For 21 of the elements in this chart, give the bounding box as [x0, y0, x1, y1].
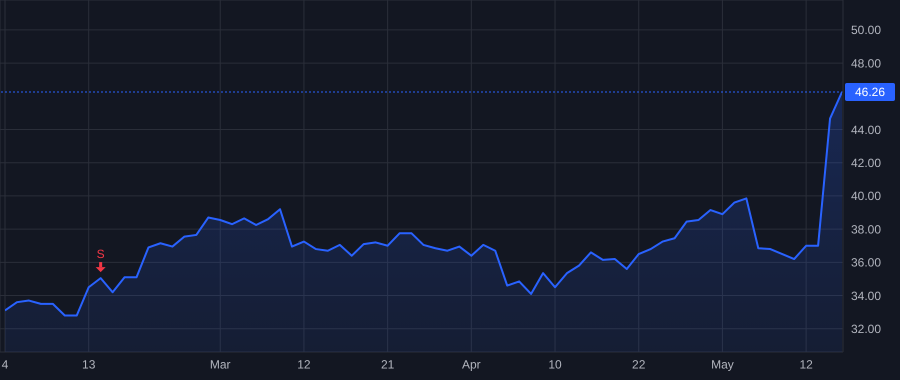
x-tick-label: Mar	[210, 358, 231, 372]
x-tick-label: May	[711, 358, 734, 372]
x-tick-label: 4	[2, 358, 9, 372]
y-tick-label: 48.00	[851, 56, 882, 70]
y-tick-label: 40.00	[851, 189, 882, 204]
x-tick-label: 21	[380, 358, 395, 372]
x-tick-label: 12	[799, 358, 814, 372]
ref-line-label: 46.26	[854, 84, 886, 99]
y-tick-label: 38.00	[851, 222, 882, 236]
y-tick-label: 34.00	[851, 288, 882, 303]
y-tick-label: 44.00	[851, 122, 882, 137]
y-tick-label: 50.00	[851, 23, 882, 38]
x-tick-label: 22	[632, 358, 646, 372]
x-tick-label: Apr	[462, 358, 481, 372]
y-tick-label: 32.00	[851, 322, 882, 336]
annotation: S	[96, 247, 105, 262]
y-tick-label: 36.00	[851, 256, 882, 270]
x-tick-label: 13	[82, 358, 96, 372]
y-tick-label: 42.00	[851, 156, 882, 170]
x-tick-label: 10	[548, 358, 562, 372]
x-tick-label: 12	[297, 358, 311, 372]
